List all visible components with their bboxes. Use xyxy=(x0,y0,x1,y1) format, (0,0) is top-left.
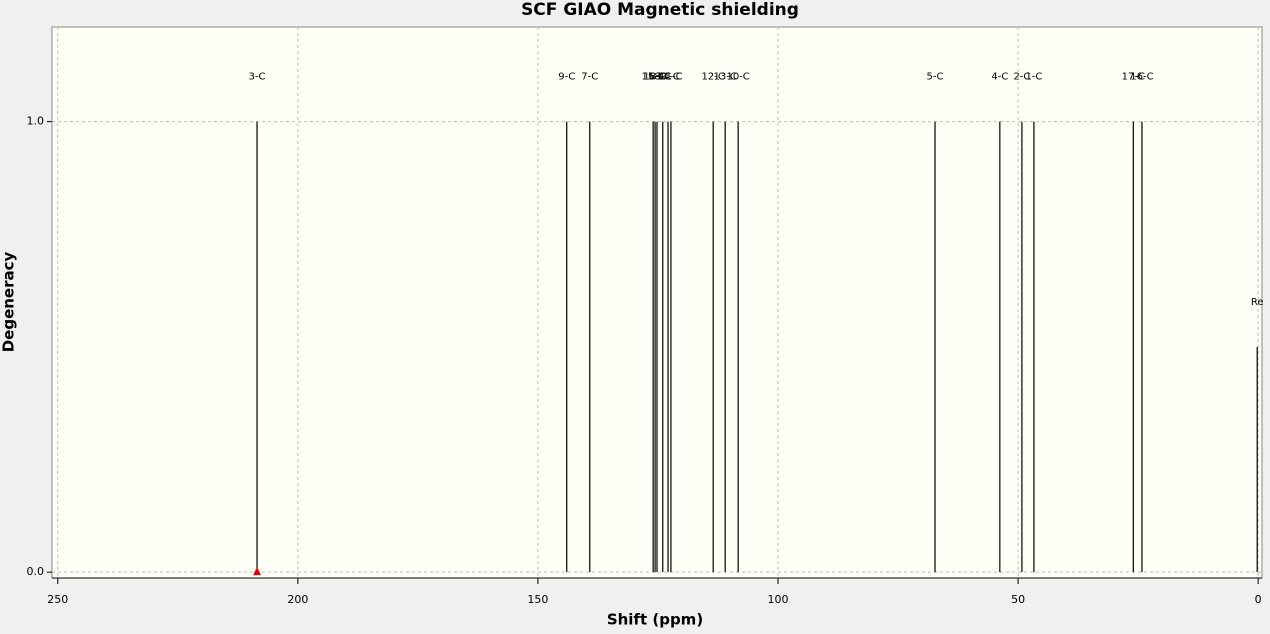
y-tick-label: 1.0 xyxy=(27,115,45,128)
peak-label: 9-C xyxy=(558,72,575,83)
peak-label: 13-C xyxy=(714,72,737,83)
peak-label: 14-C xyxy=(656,72,679,83)
peak-label: 18-C xyxy=(643,72,666,83)
peak-label: 2-C xyxy=(1013,72,1030,83)
peak-label: 3-C xyxy=(249,72,266,83)
peak-label: 16-C xyxy=(1130,72,1153,83)
x-axis-title: Shift (ppm) xyxy=(607,611,703,629)
x-tick-label: 50 xyxy=(1011,593,1025,606)
peak-label: 1-C xyxy=(1025,72,1042,83)
peak-label: Re xyxy=(1251,297,1264,308)
peak-label: 7-C xyxy=(581,72,598,83)
x-tick-label: 0 xyxy=(1255,593,1262,606)
peak-label: 5-C xyxy=(927,72,944,83)
peak-label: 8-C xyxy=(654,72,671,83)
x-tick-label: 250 xyxy=(47,593,68,606)
peak-label: 11-C xyxy=(659,72,682,83)
peak-label: 10-C xyxy=(726,72,749,83)
selection-marker xyxy=(253,567,262,576)
x-tick-label: 200 xyxy=(287,593,308,606)
x-tick-label: 150 xyxy=(527,593,548,606)
peak-label: 15-C xyxy=(641,72,664,83)
peak-label: 12-C xyxy=(702,72,725,83)
peak-label: 6-C xyxy=(649,72,666,83)
y-tick-label: 0.0 xyxy=(27,565,45,578)
peak-label: 17-C xyxy=(1122,72,1145,83)
peak-label: 4-C xyxy=(991,72,1008,83)
x-tick-label: 100 xyxy=(768,593,789,606)
y-axis-title: Degeneracy xyxy=(0,251,18,352)
chart-title: SCF GIAO Magnetic shielding xyxy=(521,0,799,20)
